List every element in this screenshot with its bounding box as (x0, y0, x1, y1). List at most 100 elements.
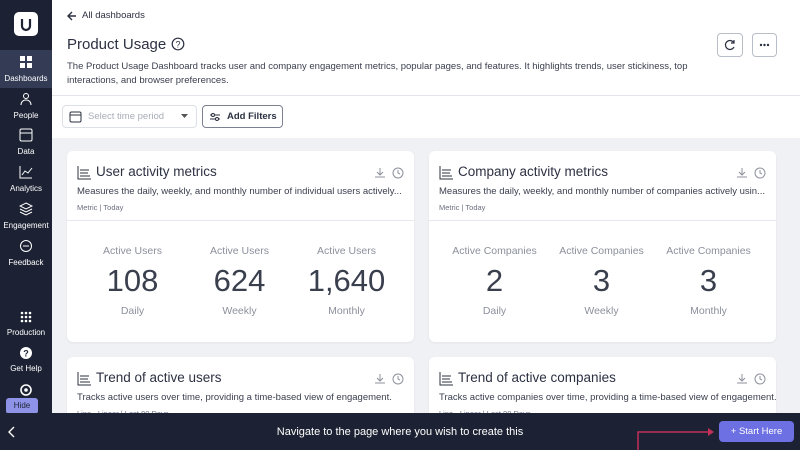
nav-icon (20, 239, 32, 252)
nav-icon (20, 56, 32, 68)
download-icon-wrap (374, 372, 386, 390)
clock-icon (754, 373, 766, 385)
back-arrow[interactable] (66, 10, 78, 22)
settings-icon[interactable] (19, 383, 33, 397)
caret (181, 114, 188, 118)
calendar-icon (69, 111, 82, 123)
card-title: User activity metrics (96, 164, 217, 179)
clock-icon (392, 167, 404, 179)
svg-text:?: ? (175, 40, 180, 50)
metric: Active Companies 3 Monthly (651, 245, 766, 317)
nav-icon-wrap (19, 310, 33, 329)
metric-period: Daily (120, 305, 145, 317)
card: User activity metrics Measures the daily,… (67, 151, 414, 342)
sidebar: Dashboards People Data Analytics Engagement F… (0, 0, 52, 450)
metric-label: Active Users (210, 245, 269, 257)
metric-label: Active Companies (666, 245, 751, 257)
nav-item[interactable]: Feedback (8, 257, 44, 267)
more-button[interactable] (752, 33, 777, 57)
metric-period: Monthly (328, 305, 365, 317)
page-description: The Product Usage Dashboard tracks user … (67, 61, 688, 86)
nav-icon (20, 92, 32, 105)
download-icon (737, 168, 747, 178)
nav-item[interactable]: People (13, 110, 39, 120)
metric-period: Monthly (690, 305, 727, 317)
card-description: Measures the daily, weekly, and monthly … (439, 186, 765, 197)
card-description: Measures the daily, weekly, and monthly … (77, 186, 402, 197)
nav-icon (19, 166, 33, 179)
logo-icon (20, 19, 32, 32)
filter-bar: Select time period Add Filters (52, 96, 800, 138)
metric-value: 3 (592, 263, 611, 298)
metric: Active Companies 3 Weekly (544, 245, 659, 317)
clock-icon (754, 167, 766, 179)
nav-icon-wrap (19, 239, 33, 258)
nav-icon-wrap (19, 128, 33, 147)
card-icon-wrap (77, 371, 92, 391)
banner-back[interactable] (6, 425, 18, 439)
download-icon (375, 374, 385, 384)
clock-icon-wrap (754, 372, 766, 390)
metric: Active Users 108 Daily (75, 245, 190, 317)
nav-icon (19, 128, 33, 142)
nav-item[interactable]: Analytics (9, 184, 42, 194)
hide-button[interactable]: Hide (6, 398, 38, 414)
start-here-label: Start Here (738, 426, 783, 437)
clock-icon-wrap (392, 166, 404, 184)
nav-icon-wrap (19, 165, 33, 184)
metric-period: Daily (482, 305, 507, 317)
clock-icon (392, 373, 404, 385)
download-icon (375, 168, 385, 178)
card-icon-wrap (439, 371, 454, 391)
metric-value: 2 (485, 263, 504, 298)
clock-icon-wrap (754, 166, 766, 184)
card: Company activity metrics Measures the dai… (429, 151, 776, 342)
card-description: Tracks active companies over time, provi… (439, 392, 776, 403)
card-icon (439, 166, 453, 180)
card-meta: Metric | Today (439, 203, 486, 212)
metric-value: 1,640 (307, 263, 386, 298)
add-filters-button[interactable]: Add Filters (202, 105, 283, 128)
metric-label: Active Users (317, 245, 376, 257)
nav-item[interactable]: Get Help (10, 364, 42, 373)
card-icon (77, 166, 91, 180)
nav-item[interactable]: Production (6, 328, 46, 337)
nav-icon-wrap: ? (19, 346, 33, 365)
help-icon[interactable]: ? (171, 37, 185, 51)
time-period-placeholder: Select time period (88, 111, 165, 122)
nav-item[interactable]: Engagement (3, 220, 49, 230)
card-icon (439, 372, 453, 386)
nav-icon: ? (20, 347, 32, 359)
nav-icon-wrap (19, 92, 33, 111)
card-icon (77, 372, 91, 386)
active-highlight (0, 50, 52, 88)
pointer-arrow (637, 428, 714, 450)
card-title: Company activity metrics (458, 164, 609, 179)
card-description: Tracks active users over time, providing… (77, 392, 392, 403)
metric-label: Active Users (103, 245, 162, 257)
download-icon (737, 374, 747, 384)
logo[interactable] (14, 12, 38, 36)
back-link[interactable]: All dashboards (82, 10, 145, 21)
card-divider (429, 220, 776, 221)
more-icon (759, 43, 770, 47)
download-icon-wrap (736, 166, 748, 184)
metric-period: Weekly (222, 305, 257, 317)
refresh-button[interactable] (717, 33, 743, 57)
metric-period: Weekly (584, 305, 619, 317)
nav-icon-wrap (19, 55, 33, 74)
page-title: Product Usage (67, 36, 167, 53)
nav-item[interactable]: Dashboards (4, 74, 48, 83)
start-here-button[interactable]: + Start Here (719, 421, 794, 442)
time-period-select[interactable]: Select time period (62, 105, 197, 128)
metric: Active Users 1,640 Monthly (289, 245, 404, 317)
add-filters-label: Add Filters (227, 111, 277, 122)
metric-label: Active Companies (559, 245, 644, 257)
metric-value: 3 (699, 263, 718, 298)
nav-item[interactable]: Data (17, 147, 35, 157)
card-title: Trend of active companies (458, 370, 616, 385)
metric: Active Users 624 Weekly (182, 245, 297, 317)
metric-value: 108 (106, 263, 159, 298)
banner-message: Navigate to the page where you wish to c… (276, 426, 524, 438)
